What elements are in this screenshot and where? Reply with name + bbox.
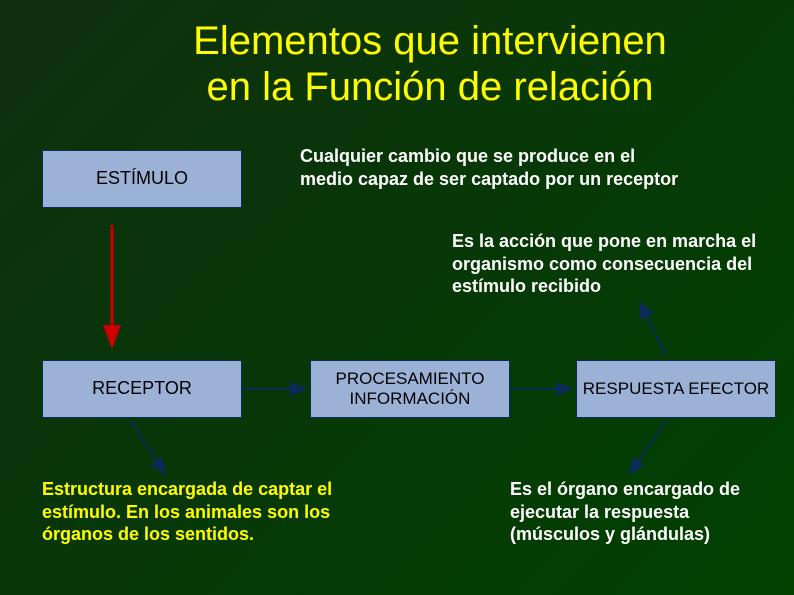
- box-receptor: RECEPTOR: [42, 360, 242, 418]
- arrow-receptor-to-desc: [130, 420, 165, 474]
- box-receptor-label: RECEPTOR: [92, 378, 192, 400]
- box-respuesta: RESPUESTA EFECTOR: [576, 360, 776, 418]
- title-line1: Elementos que intervienen: [193, 19, 667, 63]
- title-line2: en la Función de relación: [207, 65, 654, 109]
- box-procesamiento: PROCESAMIENTO INFORMACIÓN: [310, 360, 510, 418]
- desc-estimulo: Cualquier cambio que se produce en el me…: [300, 145, 690, 190]
- slide: Elementos que intervienen en la Función …: [0, 0, 794, 595]
- box-estimulo-label: ESTÍMULO: [96, 168, 188, 190]
- desc-respuesta-def: Es la acción que pone en marcha el organ…: [452, 230, 762, 298]
- box-estimulo: ESTÍMULO: [42, 150, 242, 208]
- arrow-respuesta-to-def: [640, 302, 666, 356]
- desc-efector: Es el órgano encargado de ejecutar la re…: [510, 478, 780, 546]
- arrow-respuesta-to-efectordesc: [630, 420, 666, 474]
- box-procesamiento-label: PROCESAMIENTO INFORMACIÓN: [311, 369, 509, 410]
- desc-receptor: Estructura encargada de captar el estímu…: [42, 478, 342, 546]
- slide-title: Elementos que intervienen en la Función …: [180, 18, 680, 110]
- box-respuesta-label: RESPUESTA EFECTOR: [583, 379, 769, 399]
